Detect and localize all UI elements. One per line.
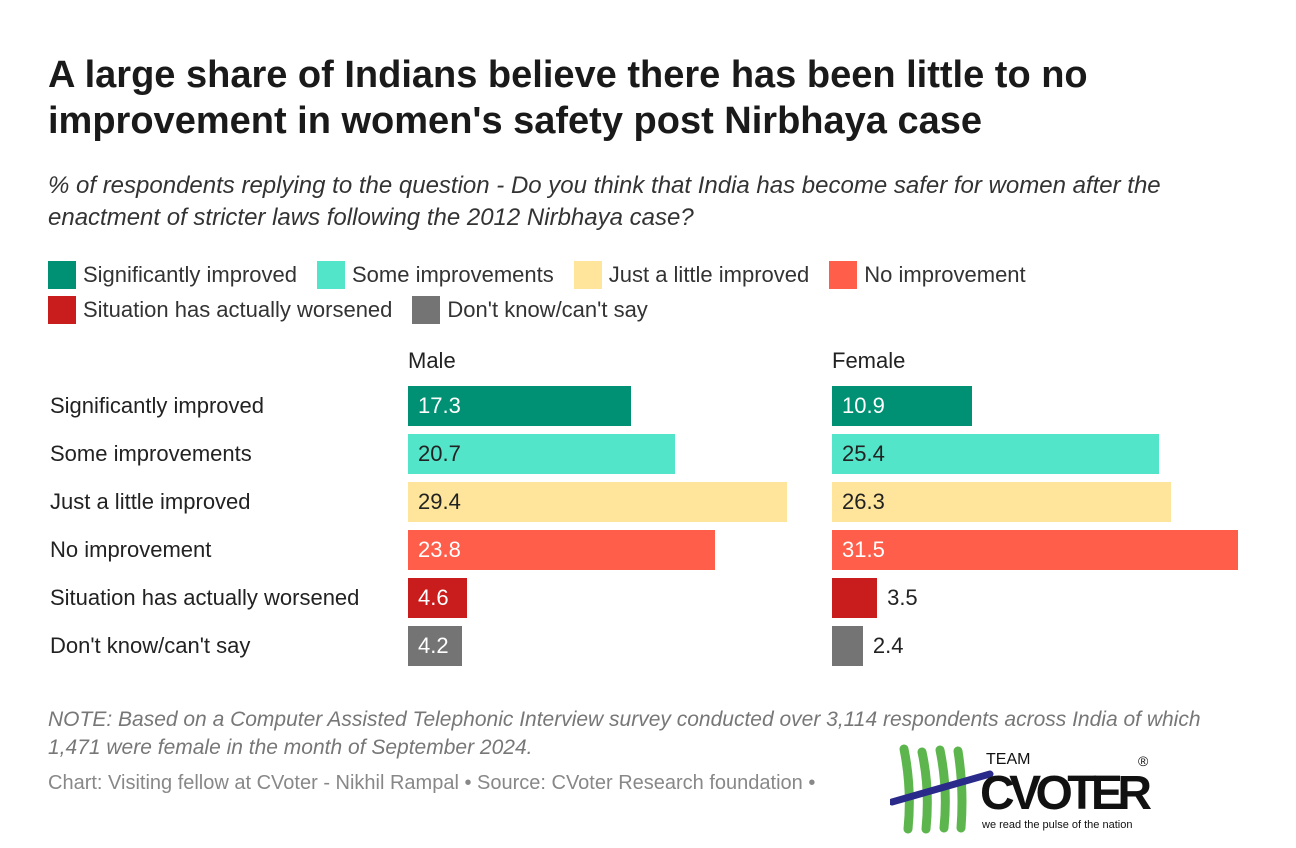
data-label: 25.4 (842, 441, 885, 466)
source-credit: Chart: Visiting fellow at CVoter - Nikhi… (48, 772, 816, 794)
svg-text:CVOTER: CVOTER (980, 767, 1152, 820)
legend: Significantly improved Some improvements J… (48, 257, 1248, 327)
legend-swatch (316, 260, 345, 289)
chart-subtitle: % of respondents replying to the questio… (48, 172, 1161, 231)
row-label: Some improvements (50, 441, 252, 466)
bar (832, 626, 863, 666)
legend-label: Don't know/can't say (447, 296, 648, 322)
data-label: 23.8 (418, 537, 461, 562)
legend-row: Significantly improved Some improvements J… (48, 257, 1248, 292)
bar (832, 530, 1238, 570)
svg-text:TEAM: TEAM (986, 751, 1030, 768)
data-label: 31.5 (842, 537, 885, 562)
note: NOTE: Based on a Computer Assisted Telep… (48, 708, 1201, 759)
svg-text:®: ® (1138, 753, 1149, 769)
panel-title: Female (832, 348, 906, 373)
panel-title: Male (408, 348, 456, 373)
bar (832, 386, 973, 426)
data-label: 26.3 (842, 489, 885, 514)
row-label: Situation has actually worsened (50, 585, 360, 610)
legend-label: No improvement (864, 261, 1026, 287)
bar (408, 530, 715, 570)
legend-item: Just a little improved (573, 260, 810, 289)
legend-swatch (48, 260, 76, 289)
legend-swatch (829, 260, 858, 289)
row-label: Just a little improved (50, 489, 251, 514)
bar (408, 626, 463, 666)
legend-label: Just a little improved (608, 261, 810, 287)
chart-title: A large share of Indians believe there h… (48, 54, 1088, 142)
bar (408, 578, 468, 618)
bar (408, 434, 675, 474)
bar (408, 482, 787, 522)
row-label: Significantly improved (50, 393, 264, 418)
legend-label: Significantly improved (83, 261, 297, 287)
svg-text:we read the pulse of the natio: we read the pulse of the nation (981, 819, 1132, 831)
legend-item: Some improvements (316, 260, 554, 289)
row-label: Don't know/can't say (50, 633, 251, 658)
legend-swatch (412, 295, 441, 324)
row-label: No improvement (50, 537, 212, 562)
legend-label: Some improvements (351, 261, 554, 287)
data-label: 29.4 (418, 489, 461, 514)
bar (832, 578, 878, 618)
legend-swatch (573, 260, 602, 289)
bar (832, 482, 1171, 522)
data-label: 4.6 (418, 585, 449, 610)
legend-item: Significantly improved (48, 260, 297, 289)
legend-item: Situation has actually worsened (48, 295, 393, 324)
data-label: 3.5 (887, 585, 918, 610)
data-label: 2.4 (872, 633, 904, 658)
cvoter-logo: TEAM CVOTER ® we read the pulse of the n… (888, 744, 1160, 834)
data-label: 10.9 (842, 393, 885, 418)
legend-item: Don't know/can't say (412, 295, 648, 324)
data-label: 20.7 (418, 441, 461, 466)
legend-swatch (48, 295, 76, 324)
bar (832, 434, 1160, 474)
legend-item: No improvement (829, 260, 1026, 289)
data-label: 4.2 (418, 633, 449, 658)
legend-label: Situation has actually worsened (83, 296, 393, 322)
legend-row: Situation has actually worsened Don't kno… (48, 292, 1248, 327)
data-label: 17.3 (418, 393, 461, 418)
bar (408, 386, 631, 426)
